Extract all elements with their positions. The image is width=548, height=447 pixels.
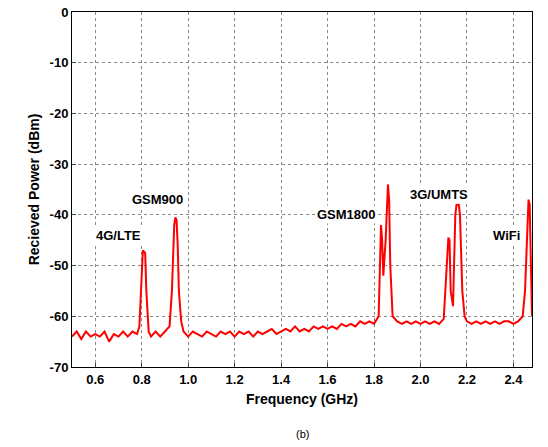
svg-text:-40: -40 xyxy=(50,207,69,222)
svg-text:0: 0 xyxy=(61,5,68,20)
svg-text:0.6: 0.6 xyxy=(86,372,104,387)
svg-text:-50: -50 xyxy=(50,258,69,273)
svg-text:Frequency (GHz): Frequency (GHz) xyxy=(246,391,358,407)
svg-text:0.8: 0.8 xyxy=(133,372,151,387)
svg-text:3G/UMTS: 3G/UMTS xyxy=(410,187,468,202)
svg-text:-10: -10 xyxy=(50,55,69,70)
svg-text:2.0: 2.0 xyxy=(411,372,429,387)
svg-text:GSM900: GSM900 xyxy=(132,192,183,207)
svg-text:1.6: 1.6 xyxy=(319,372,337,387)
svg-text:(b): (b) xyxy=(296,428,309,440)
svg-text:1.2: 1.2 xyxy=(226,372,244,387)
svg-text:-30: -30 xyxy=(50,157,69,172)
svg-text:WiFi: WiFi xyxy=(493,228,520,243)
svg-text:-20: -20 xyxy=(50,106,69,121)
svg-text:Recieved Power (dBm): Recieved Power (dBm) xyxy=(26,114,42,266)
svg-text:-60: -60 xyxy=(50,309,69,324)
svg-text:1.0: 1.0 xyxy=(179,372,197,387)
svg-text:1.4: 1.4 xyxy=(272,372,291,387)
svg-text:-70: -70 xyxy=(50,360,69,375)
svg-text:GSM1800: GSM1800 xyxy=(317,207,376,222)
svg-text:2.4: 2.4 xyxy=(504,372,523,387)
svg-text:1.8: 1.8 xyxy=(365,372,383,387)
svg-text:4G/LTE: 4G/LTE xyxy=(96,228,141,243)
svg-text:2.2: 2.2 xyxy=(458,372,476,387)
